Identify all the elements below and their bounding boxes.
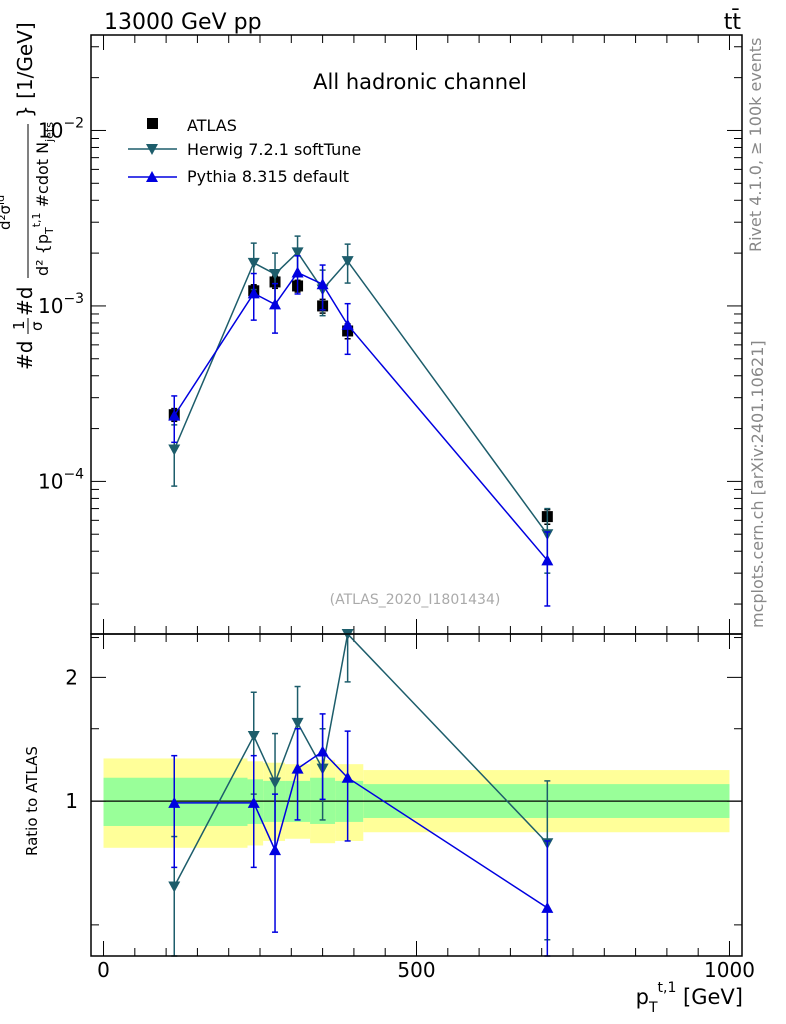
svg-text:pTt,1 [GeV]: pTt,1 [GeV]: [636, 980, 743, 1016]
main-point-herwig: [291, 247, 304, 259]
ratio-point-pythia: [269, 844, 282, 856]
ratio-point-pythia: [541, 901, 554, 913]
main-point-pythia: [541, 554, 554, 566]
ratio-y-axis-label: Ratio to ATLAS: [23, 746, 41, 856]
ratio-uncertainty-bands: [91, 758, 742, 848]
legend-label-herwig: Herwig 7.2.1 softTune: [187, 140, 361, 159]
main-series-line-2: [173, 271, 548, 561]
svg-text:#d: #d: [13, 341, 37, 370]
ratio-point-herwig: [247, 731, 260, 743]
main-point-herwig: [168, 444, 181, 456]
ratio-xtick-label: 500: [397, 958, 435, 982]
legend-marker-pythia: [146, 171, 158, 182]
mcplots-label: mcplots.cern.ch [arXiv:2401.10621]: [748, 340, 767, 628]
analysis-tag: (ATLAS_2020_I1801434): [330, 592, 501, 608]
main-point-pythia: [269, 298, 282, 310]
ylabel-frac2-den: d² {p: [33, 234, 52, 276]
ratio-point-herwig: [269, 777, 282, 789]
ylabel-frac2-den-sub: T: [43, 227, 56, 235]
main-point-pythia: [168, 409, 181, 421]
ratio-plot-frame: [90, 633, 743, 957]
svg-text:d² {pTt,1 #cdot Njets: d² {pTt,1 #cdot Njets: [30, 122, 56, 276]
ratio-xtick-label: 1000: [704, 958, 755, 982]
main-ytick-label: 10−4: [38, 466, 84, 493]
ylabel-frac2-num-sup: id: [0, 195, 7, 205]
main-chart-title: All hadronic channel: [313, 70, 527, 94]
ylabel-part1: #d: [13, 341, 37, 370]
xlabel-sub: T: [648, 1000, 658, 1016]
ratio-point-pythia: [316, 745, 329, 757]
ratio-point-herwig: [291, 717, 304, 729]
ylabel-frac1-den: σ: [28, 321, 46, 331]
ratio-xtick-label: 0: [97, 958, 110, 982]
ratio-panel: 1 2 0 500 1000 Ratio to ATLAS pTt,1 [GeV]: [23, 629, 755, 1016]
main-point-herwig: [269, 269, 282, 281]
main-point-pythia: [291, 266, 304, 278]
svg-text:#d: #d: [13, 287, 37, 316]
ratio-x-axis-label: pTt,1 [GeV]: [636, 980, 743, 1016]
ylabel-frac2-den-sup: t,1: [30, 212, 43, 227]
legend-marker-herwig: [146, 144, 158, 155]
ylabel-frac2-den-sub2: jets: [43, 122, 56, 143]
main-point-pythia: [316, 278, 329, 290]
main-point-pythia: [341, 318, 354, 330]
svg-text:d²σid: d²σid: [0, 195, 14, 230]
rivet-version-label: Rivet 4.1.0, ≥ 100k events: [746, 38, 765, 252]
main-point-pythia: [247, 287, 260, 299]
main-series-line-1: [173, 251, 548, 535]
ratio-point-pythia: [247, 796, 260, 808]
ylabel-frac2-den-close: } [1/GeV]: [13, 22, 37, 118]
ratio-point-herwig: [168, 881, 181, 893]
header-process-label: tt̄: [724, 9, 742, 35]
main-panel: 10−2 10−3 10−4 All hadronic channel (ATLAS…: [0, 22, 743, 635]
ratio-point-pythia: [341, 771, 354, 783]
main-ytick-label: 10−3: [38, 291, 84, 318]
ratio-ytick-label: 1: [65, 789, 78, 813]
ylabel-part2: #d: [13, 287, 37, 316]
main-series-layer: [168, 235, 554, 607]
legend-marker-atlas: [147, 118, 158, 129]
legend: ATLAS Herwig 7.2.1 softTune Pythia 8.315…: [128, 116, 361, 186]
ylabel-frac1-num: 1: [10, 320, 28, 330]
ratio-axis-ticks: 1 2 0 500 1000: [65, 634, 755, 982]
main-axis-ticks: 10−2 10−3 10−4: [38, 35, 742, 634]
main-point-herwig: [247, 257, 260, 269]
main-ytick-label: 10−2: [38, 115, 84, 142]
legend-label-pythia: Pythia 8.315 default: [187, 167, 349, 186]
xlabel-rest: [GeV]: [676, 985, 743, 1009]
ratio-series-layer: [168, 629, 554, 957]
ratio-ytick-label: 2: [65, 665, 78, 689]
xlabel-main: p: [636, 985, 649, 1009]
main-point-herwig: [341, 256, 354, 268]
header-energy-label: 13000 GeV pp: [104, 10, 262, 35]
xlabel-sup: t,1: [658, 980, 677, 996]
legend-label-atlas: ATLAS: [187, 116, 237, 135]
ylabel-frac2-num: d²σ: [0, 204, 14, 230]
main-y-axis-label: #d 1 σ #d d²σid d² {pTt,1 #cdot Njets } …: [0, 22, 56, 370]
ylabel-frac2-den-rest: #cdot N: [33, 142, 52, 213]
ratio-point-pythia: [168, 796, 181, 808]
ratio-point-pythia: [291, 762, 304, 774]
